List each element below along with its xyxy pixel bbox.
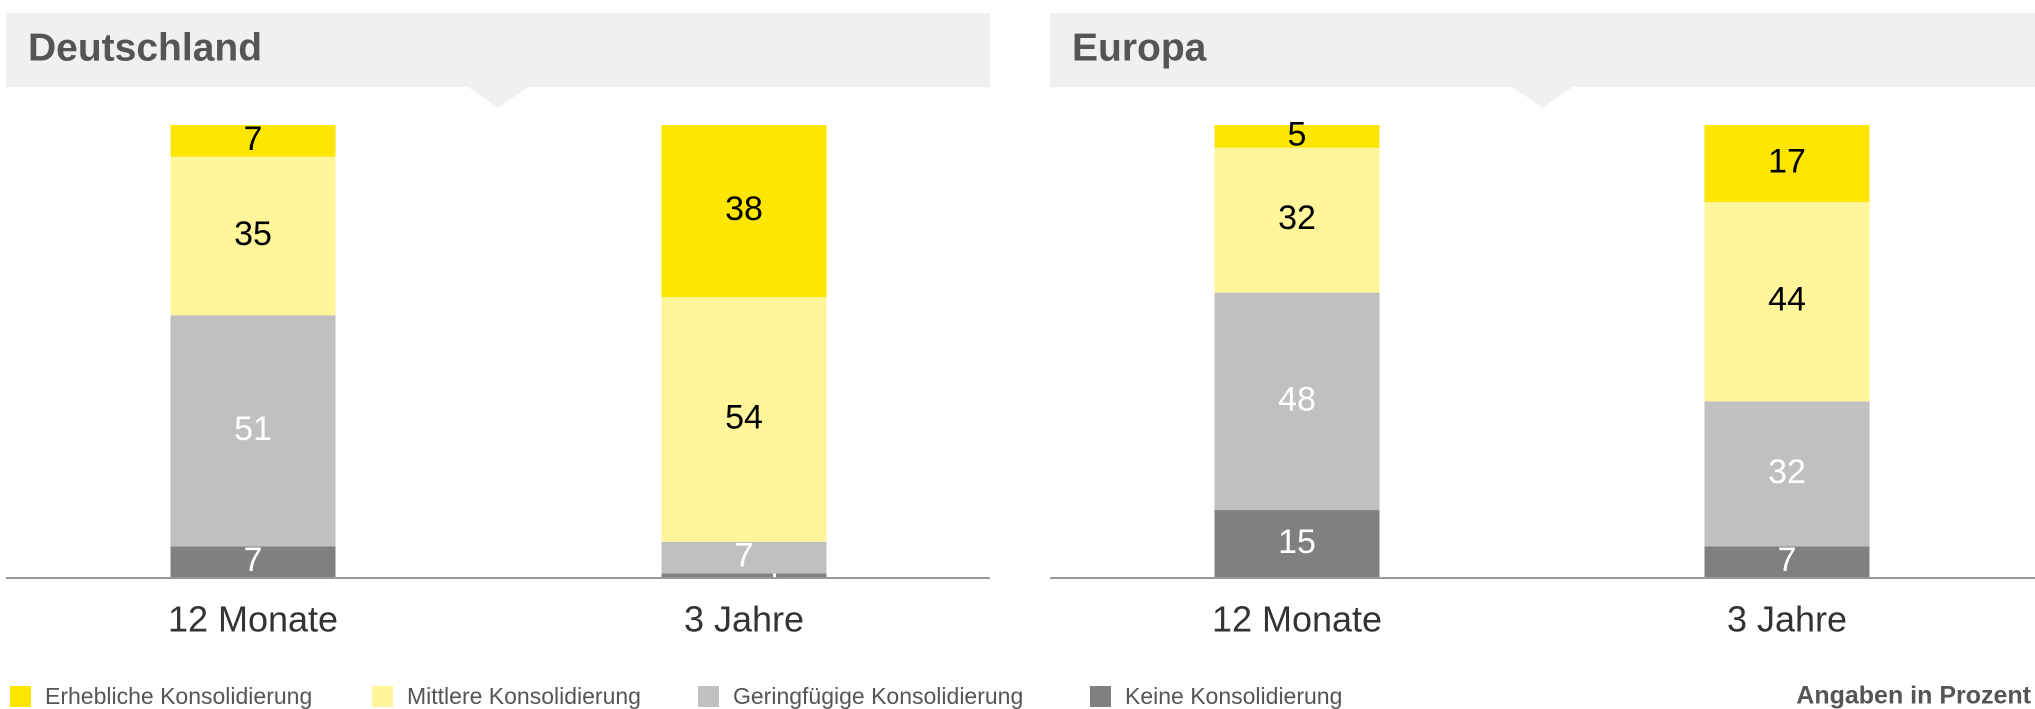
value-label: 35 — [234, 215, 272, 253]
legend-label: Mittlere Konsolidierung — [407, 683, 641, 709]
value-label: 5 — [1288, 115, 1307, 153]
legend-swatch — [372, 686, 393, 707]
legend-swatch — [10, 686, 31, 707]
value-label: 17 — [1768, 142, 1806, 180]
panel-header — [1050, 13, 2035, 87]
bar-segment — [661, 573, 827, 578]
value-label: 38 — [725, 190, 763, 228]
bar-segment — [1214, 510, 1380, 578]
value-label: 48 — [1278, 380, 1316, 418]
value-label: 7 — [244, 541, 263, 579]
bar-segment — [661, 125, 827, 298]
bar-segment — [170, 156, 336, 316]
bar-segment — [661, 541, 827, 574]
bar-segment — [170, 315, 336, 547]
legend-label: Erhebliche Konsolidierung — [45, 683, 312, 709]
bar-segment — [170, 125, 336, 157]
value-label: 7 — [244, 120, 263, 158]
bar-segment — [1214, 292, 1380, 511]
panel-title: Deutschland — [28, 26, 262, 69]
legend-label: Keine Konsolidierung — [1125, 683, 1342, 709]
legend-swatch — [698, 686, 719, 707]
value-label: 51 — [234, 410, 272, 448]
x-tick-label: 12 Monate — [1212, 599, 1382, 640]
value-label: 32 — [1768, 453, 1806, 491]
value-label: 44 — [1768, 281, 1806, 319]
bar-segment — [1704, 125, 1870, 203]
legend-label: Geringfügige Konsolidierung — [733, 683, 1023, 709]
note: Angaben in Prozent — [1796, 682, 2031, 709]
value-label: 54 — [725, 398, 763, 436]
x-tick-label: 12 Monate — [168, 599, 338, 640]
value-label: 32 — [1278, 199, 1316, 237]
header-pointer — [468, 87, 528, 108]
bar-segment — [1704, 546, 1870, 578]
bar-segment — [1704, 202, 1870, 402]
bar-segment — [1214, 125, 1380, 148]
header-pointer — [1512, 87, 1573, 108]
x-tick-label: 3 Jahre — [684, 599, 804, 640]
value-label: 7 — [735, 537, 754, 575]
panel-title: Europa — [1072, 26, 1207, 69]
value-label: 15 — [1278, 523, 1316, 561]
panel-header — [6, 13, 990, 87]
legend-swatch — [1090, 686, 1111, 707]
value-label: 7 — [1778, 541, 1797, 579]
bar-segment — [170, 546, 336, 578]
bar-segment — [1214, 147, 1380, 293]
bar-segment — [1704, 401, 1870, 547]
x-tick-label: 3 Jahre — [1727, 599, 1847, 640]
bar-segment — [661, 297, 827, 542]
